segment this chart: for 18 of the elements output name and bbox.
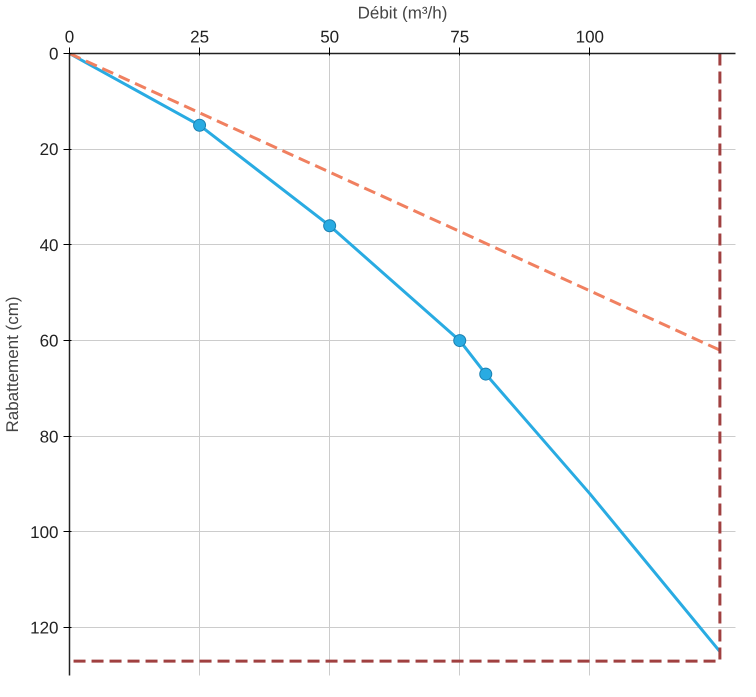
x-tick-label: 75 [450, 28, 470, 46]
x-tick-label: 25 [190, 28, 210, 46]
point [453, 334, 466, 348]
x-tick-label: 100 [576, 28, 604, 46]
x-tick-label: 50 [320, 28, 340, 46]
x-tick-label: 0 [64, 28, 74, 46]
point [479, 368, 492, 381]
y-tick-label: 20 [40, 140, 59, 160]
y-tick-label: 60 [40, 332, 59, 351]
point [193, 118, 206, 132]
x-axis-title: Débit (m³/h) [358, 4, 448, 22]
y-axis-title: Rabattement (cm) [3, 296, 22, 433]
y-tick-label: 0 [49, 44, 59, 64]
y-tick-label: 80 [40, 427, 59, 446]
y-tick-label: 100 [30, 522, 59, 542]
y-tick-label: 120 [30, 618, 59, 638]
point [323, 219, 336, 232]
y-tick-label: 40 [40, 236, 59, 255]
